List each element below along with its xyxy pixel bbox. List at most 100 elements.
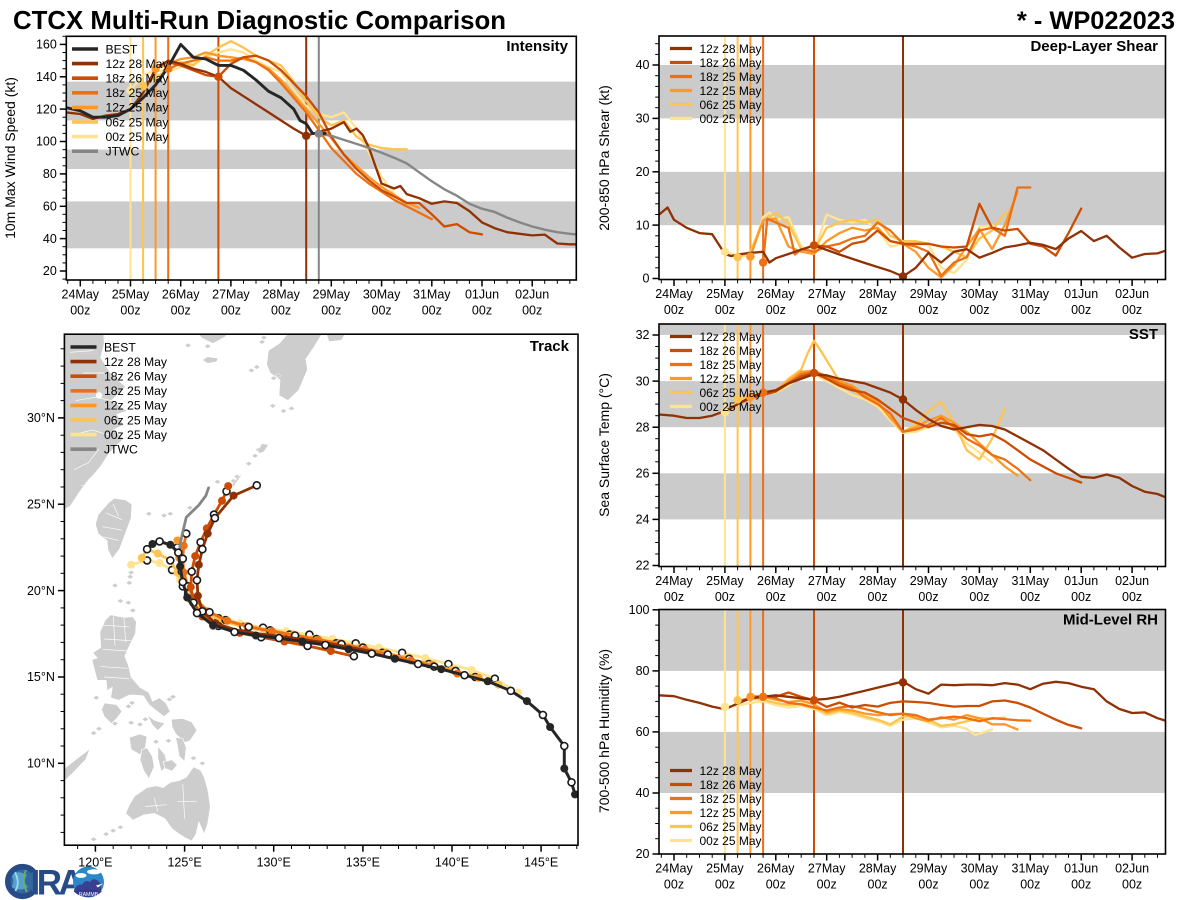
svg-text:06z 25 May: 06z 25 May — [104, 413, 168, 427]
svg-text:26May: 26May — [162, 288, 200, 302]
svg-text:12z 28 May: 12z 28 May — [700, 42, 762, 56]
svg-text:0: 0 — [643, 272, 650, 286]
svg-text:28: 28 — [636, 420, 650, 434]
svg-text:12z 25 May: 12z 25 May — [700, 806, 762, 820]
svg-text:00z: 00z — [715, 878, 735, 892]
svg-text:12z 28 May: 12z 28 May — [700, 330, 762, 344]
svg-text:18z 26 May: 18z 26 May — [700, 344, 762, 358]
svg-text:12z 28 May: 12z 28 May — [104, 355, 168, 369]
svg-text:00z: 00z — [868, 590, 888, 604]
svg-text:18z 26 May: 18z 26 May — [106, 72, 170, 86]
svg-text:40: 40 — [636, 58, 650, 72]
svg-text:130°E: 130°E — [257, 856, 291, 870]
svg-text:22: 22 — [636, 559, 650, 573]
svg-text:20: 20 — [636, 165, 650, 179]
svg-text:12z 28 May: 12z 28 May — [700, 764, 762, 778]
svg-text:12z 25 May: 12z 25 May — [104, 399, 168, 413]
svg-text:26May: 26May — [757, 287, 795, 301]
svg-text:125°E: 125°E — [167, 856, 201, 870]
svg-text:RAMMB: RAMMB — [79, 892, 99, 898]
svg-text:00z: 00z — [1071, 878, 1091, 892]
svg-text:135°E: 135°E — [346, 856, 380, 870]
svg-text:12z 28 May: 12z 28 May — [106, 57, 170, 71]
svg-text:700-500 hPa Humidity (%): 700-500 hPa Humidity (%) — [596, 649, 612, 813]
svg-text:31May: 31May — [1012, 287, 1050, 301]
svg-text:40: 40 — [43, 232, 57, 246]
svg-text:00z 25 May: 00z 25 May — [700, 834, 762, 848]
svg-text:Sea Surface Temp (°C): Sea Surface Temp (°C) — [596, 373, 612, 517]
svg-text:30May: 30May — [961, 574, 999, 588]
svg-text:25May: 25May — [706, 287, 744, 301]
svg-text:18z 26 May: 18z 26 May — [104, 370, 168, 384]
svg-text:160: 160 — [36, 38, 57, 52]
svg-text:00z: 00z — [715, 303, 735, 317]
svg-text:00z: 00z — [715, 590, 735, 604]
svg-text:29May: 29May — [910, 574, 948, 588]
svg-text:00z: 00z — [171, 304, 191, 318]
svg-text:29May: 29May — [910, 862, 948, 876]
svg-text:100: 100 — [36, 135, 57, 149]
svg-text:00z: 00z — [817, 303, 837, 317]
svg-text:80: 80 — [636, 664, 650, 678]
svg-text:32: 32 — [636, 328, 650, 342]
svg-text:30May: 30May — [961, 287, 999, 301]
svg-text:00z: 00z — [664, 878, 684, 892]
svg-text:26May: 26May — [757, 862, 795, 876]
svg-text:26: 26 — [636, 467, 650, 481]
svg-text:24May: 24May — [655, 862, 693, 876]
svg-text:00z: 00z — [271, 304, 291, 318]
svg-text:25°N: 25°N — [27, 497, 55, 511]
svg-text:18z 26 May: 18z 26 May — [700, 778, 762, 792]
svg-text:00z: 00z — [918, 303, 938, 317]
svg-text:00z: 00z — [766, 303, 786, 317]
svg-text:00z: 00z — [817, 590, 837, 604]
svg-text:00z: 00z — [664, 303, 684, 317]
svg-text:00z: 00z — [1020, 303, 1040, 317]
svg-text:00z: 00z — [766, 590, 786, 604]
svg-text:60: 60 — [636, 725, 650, 739]
svg-text:00z 25 May: 00z 25 May — [700, 112, 762, 126]
svg-text:00z: 00z — [221, 304, 241, 318]
svg-text:25May: 25May — [706, 862, 744, 876]
svg-text:00z: 00z — [1071, 590, 1091, 604]
svg-text:01Jun: 01Jun — [1064, 862, 1098, 876]
svg-text:20°N: 20°N — [27, 584, 55, 598]
svg-text:24May: 24May — [62, 288, 100, 302]
svg-text:00z: 00z — [969, 878, 989, 892]
svg-text:01Jun: 01Jun — [1064, 287, 1098, 301]
svg-text:30: 30 — [636, 374, 650, 388]
svg-text:24: 24 — [636, 513, 650, 527]
svg-text:120°E: 120°E — [78, 856, 112, 870]
svg-text:00z: 00z — [422, 304, 442, 318]
svg-text:18z 26 May: 18z 26 May — [700, 56, 762, 70]
svg-text:25May: 25May — [112, 288, 150, 302]
svg-text:24May: 24May — [655, 287, 693, 301]
svg-text:JTWC: JTWC — [106, 145, 140, 159]
svg-text:18z 25 May: 18z 25 May — [700, 70, 762, 84]
svg-text:80: 80 — [43, 167, 57, 181]
svg-text:140°E: 140°E — [435, 856, 469, 870]
svg-text:00z: 00z — [969, 590, 989, 604]
svg-text:BEST: BEST — [104, 340, 136, 354]
svg-text:06z 25 May: 06z 25 May — [700, 98, 762, 112]
svg-text:31May: 31May — [413, 288, 451, 302]
svg-text:28May: 28May — [859, 287, 897, 301]
svg-text:20: 20 — [43, 264, 57, 278]
svg-text:00z: 00z — [120, 304, 140, 318]
svg-text:06z 25 May: 06z 25 May — [700, 386, 762, 400]
svg-text:00z: 00z — [868, 878, 888, 892]
svg-text:27May: 27May — [808, 574, 846, 588]
svg-text:10°N: 10°N — [27, 757, 55, 771]
svg-text:00z: 00z — [817, 878, 837, 892]
svg-text:JTWC: JTWC — [104, 443, 138, 457]
svg-text:* - WP022023: * - WP022023 — [1017, 7, 1175, 35]
svg-text:00z: 00z — [522, 304, 542, 318]
svg-text:25May: 25May — [706, 574, 744, 588]
svg-text:30May: 30May — [961, 862, 999, 876]
svg-text:31May: 31May — [1012, 862, 1050, 876]
svg-text:00z: 00z — [664, 590, 684, 604]
svg-text:140: 140 — [36, 70, 57, 84]
svg-text:18z 25 May: 18z 25 May — [700, 792, 762, 806]
svg-text:20: 20 — [636, 847, 650, 861]
svg-text:00z 25 May: 00z 25 May — [106, 130, 170, 144]
